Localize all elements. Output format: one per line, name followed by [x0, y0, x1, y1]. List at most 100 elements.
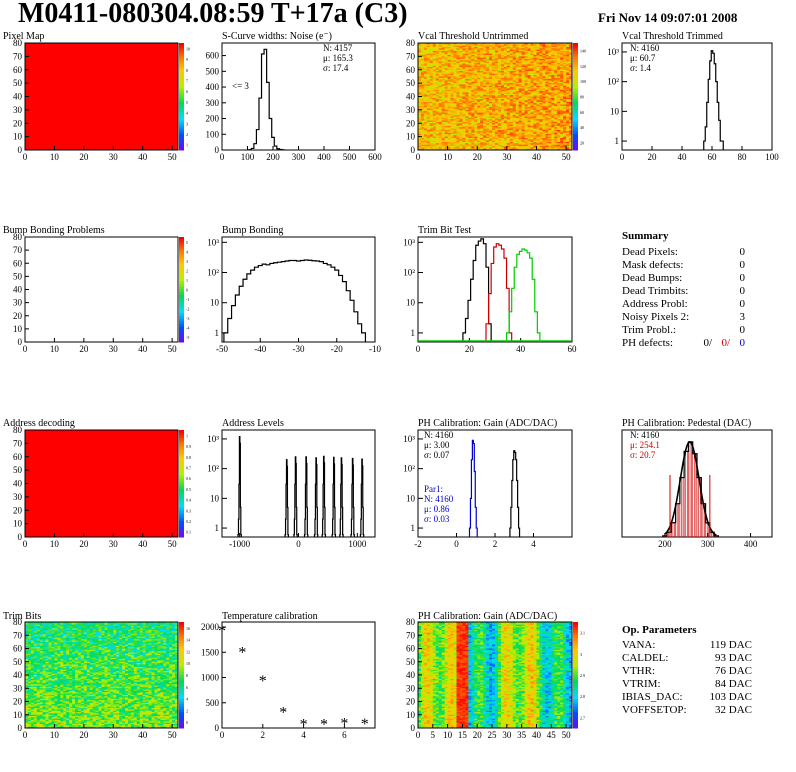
heat-cell: [450, 55, 454, 57]
heat-cell: [483, 56, 487, 59]
heat-cell: [418, 57, 422, 60]
x-tick-label: 0: [296, 539, 301, 549]
heat-cell: [554, 121, 558, 124]
heat-cell: [429, 99, 434, 101]
heat-cell: [420, 117, 425, 120]
heat-cell: [492, 116, 496, 119]
heat-cell: [420, 71, 425, 73]
heat-cell: [569, 99, 573, 101]
heat-cell: [542, 65, 546, 68]
heat-cell: [465, 73, 469, 76]
heat-cell: [518, 84, 522, 87]
heat-cell: [480, 60, 484, 63]
heat-cell: [450, 101, 454, 104]
heat-cell: [533, 95, 537, 97]
heat-cell: [420, 60, 425, 63]
summary-label-6: Trim Probl.:: [622, 324, 676, 336]
heat-cell: [527, 108, 531, 111]
heat-cell: [444, 109, 448, 112]
heat-cell: [435, 84, 440, 87]
x-tick-label: 0: [454, 539, 459, 549]
heat-cell: [459, 128, 463, 131]
heat-cell: [545, 99, 549, 101]
heat-cell: [465, 124, 469, 127]
heat-cell: [563, 103, 567, 105]
heat-cell: [450, 129, 454, 132]
heat-cell: [563, 64, 567, 67]
heat-cell: [542, 128, 546, 131]
heat-cell: [468, 88, 472, 91]
heat-cell: [539, 45, 543, 48]
heat-cell: [548, 91, 552, 93]
heat-cell: [495, 43, 499, 45]
heat-cell: [438, 93, 442, 96]
heat-cell: [444, 111, 448, 113]
heat-cell: [524, 77, 528, 80]
heat-cell: [450, 131, 454, 133]
heat-cell: [423, 113, 428, 116]
heat-cell: [426, 68, 431, 71]
heat-cell: [432, 129, 437, 132]
heat-cell: [486, 69, 490, 72]
heat-cell: [563, 80, 567, 83]
heat-cell: [435, 76, 440, 79]
heat-cell: [560, 59, 564, 61]
heat-cell: [527, 95, 531, 97]
heat-cell: [506, 119, 511, 121]
heat-cell: [477, 99, 481, 101]
heat-cell: [518, 55, 522, 57]
heat-cell: [521, 63, 525, 65]
heat-cell: [444, 95, 448, 97]
x-tick-label: 10: [50, 344, 60, 354]
heat-cell: [426, 53, 431, 56]
heat-cell: [521, 61, 525, 64]
x-tick-label: 60: [568, 344, 578, 354]
heat-cell: [465, 57, 469, 60]
heat-cell: [542, 116, 546, 119]
heat-cell: [477, 48, 481, 50]
heat-cell: [503, 117, 508, 120]
heat-cell: [489, 116, 493, 119]
heat-cell: [426, 85, 431, 88]
heat-cell: [450, 79, 454, 81]
heat-cell: [545, 61, 549, 64]
heat-cell: [560, 97, 564, 100]
heat-cell: [503, 43, 508, 45]
heat-cell: [500, 88, 505, 91]
heat-cell: [456, 116, 460, 119]
heat-cell: [530, 73, 534, 76]
heat-cell: [483, 55, 487, 57]
heat-cell: [506, 115, 511, 117]
heat-cell: [492, 44, 496, 46]
heat-cell: [459, 95, 463, 97]
heat-cell: [566, 103, 570, 105]
heat-cell: [471, 95, 475, 97]
heat-cell: [524, 103, 528, 105]
heat-cell: [515, 107, 519, 109]
heat-cell: [539, 120, 543, 123]
heat-cell: [441, 80, 445, 83]
heat-cell: [418, 128, 422, 131]
heat-cell: [566, 104, 570, 107]
heat-cell: [486, 117, 490, 120]
heat-cell: [471, 67, 475, 69]
heat-cell: [542, 51, 546, 53]
heat-cell: [497, 69, 502, 72]
heat-cell: [426, 83, 431, 85]
heat-cell: [480, 99, 484, 101]
heat-cell: [506, 45, 511, 48]
heat-cell: [471, 71, 475, 73]
heat-cell: [483, 52, 487, 54]
x-tick-label: 200: [266, 152, 280, 162]
x-tick-label: 1000: [348, 539, 367, 549]
heat-cell: [418, 51, 422, 53]
heat-cell: [486, 104, 490, 107]
heat-cell: [456, 57, 460, 60]
heat-cell: [524, 125, 528, 128]
heat-cell: [509, 48, 514, 50]
heat-cell: [456, 111, 460, 113]
heat-cell: [527, 115, 531, 117]
heat-cell: [438, 129, 442, 132]
heatmap-fill-0: [25, 43, 178, 150]
heat-cell: [420, 96, 425, 99]
